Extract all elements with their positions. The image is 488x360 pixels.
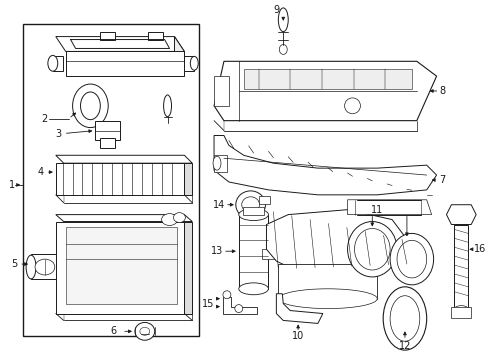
Ellipse shape [35, 259, 55, 275]
Polygon shape [214, 76, 228, 106]
Polygon shape [100, 139, 115, 148]
Polygon shape [261, 249, 276, 259]
Polygon shape [258, 196, 270, 204]
Text: 15: 15 [201, 299, 214, 309]
Polygon shape [242, 207, 264, 215]
Polygon shape [278, 264, 376, 299]
Ellipse shape [223, 291, 230, 299]
Ellipse shape [48, 55, 58, 71]
Ellipse shape [238, 209, 268, 221]
Ellipse shape [163, 95, 171, 117]
Polygon shape [56, 155, 192, 163]
Text: 14: 14 [212, 200, 224, 210]
Polygon shape [184, 221, 192, 314]
Polygon shape [238, 215, 268, 289]
Text: 11: 11 [370, 205, 383, 215]
Ellipse shape [190, 57, 198, 70]
Text: 3: 3 [56, 129, 62, 139]
Polygon shape [450, 307, 470, 319]
Polygon shape [347, 200, 431, 215]
Polygon shape [174, 37, 184, 76]
Polygon shape [56, 37, 184, 51]
Text: 5: 5 [11, 259, 18, 269]
Polygon shape [453, 225, 468, 309]
Polygon shape [56, 215, 192, 221]
Polygon shape [214, 61, 436, 121]
Ellipse shape [81, 92, 100, 120]
Ellipse shape [234, 305, 242, 312]
Ellipse shape [162, 213, 177, 225]
Ellipse shape [235, 191, 265, 219]
Ellipse shape [173, 213, 185, 222]
Polygon shape [446, 205, 475, 225]
Polygon shape [266, 210, 406, 274]
Text: 16: 16 [473, 244, 486, 254]
Text: 4: 4 [38, 167, 44, 177]
Text: 1: 1 [9, 180, 16, 190]
Ellipse shape [135, 323, 154, 340]
Ellipse shape [383, 287, 426, 350]
Polygon shape [65, 228, 177, 303]
Ellipse shape [278, 8, 287, 32]
Text: 6: 6 [110, 326, 116, 336]
Polygon shape [243, 69, 411, 89]
Ellipse shape [396, 240, 426, 278]
Text: 10: 10 [291, 331, 304, 341]
Polygon shape [100, 32, 115, 40]
Ellipse shape [389, 233, 433, 285]
Text: 2: 2 [41, 114, 47, 124]
Ellipse shape [238, 283, 268, 295]
Polygon shape [23, 24, 199, 336]
Polygon shape [31, 254, 56, 279]
Text: 8: 8 [439, 86, 445, 96]
Ellipse shape [344, 98, 360, 114]
Polygon shape [223, 297, 256, 314]
Ellipse shape [278, 289, 376, 309]
Polygon shape [65, 51, 184, 76]
Ellipse shape [354, 229, 389, 270]
Ellipse shape [389, 296, 419, 341]
Polygon shape [214, 155, 226, 172]
Ellipse shape [279, 45, 286, 54]
Ellipse shape [213, 156, 221, 170]
Polygon shape [95, 121, 120, 140]
Ellipse shape [452, 306, 468, 315]
Polygon shape [184, 163, 192, 195]
Polygon shape [214, 135, 436, 195]
Polygon shape [53, 57, 62, 71]
Text: 12: 12 [398, 341, 410, 351]
Polygon shape [184, 57, 194, 71]
Polygon shape [147, 32, 163, 40]
Polygon shape [56, 163, 184, 195]
Ellipse shape [72, 84, 108, 127]
Ellipse shape [26, 255, 36, 279]
Polygon shape [56, 221, 184, 314]
Text: 9: 9 [273, 5, 279, 15]
Ellipse shape [347, 221, 396, 277]
Ellipse shape [241, 197, 259, 213]
Ellipse shape [140, 327, 149, 335]
Text: 13: 13 [210, 246, 223, 256]
Text: 7: 7 [439, 175, 445, 185]
Polygon shape [276, 294, 322, 323]
